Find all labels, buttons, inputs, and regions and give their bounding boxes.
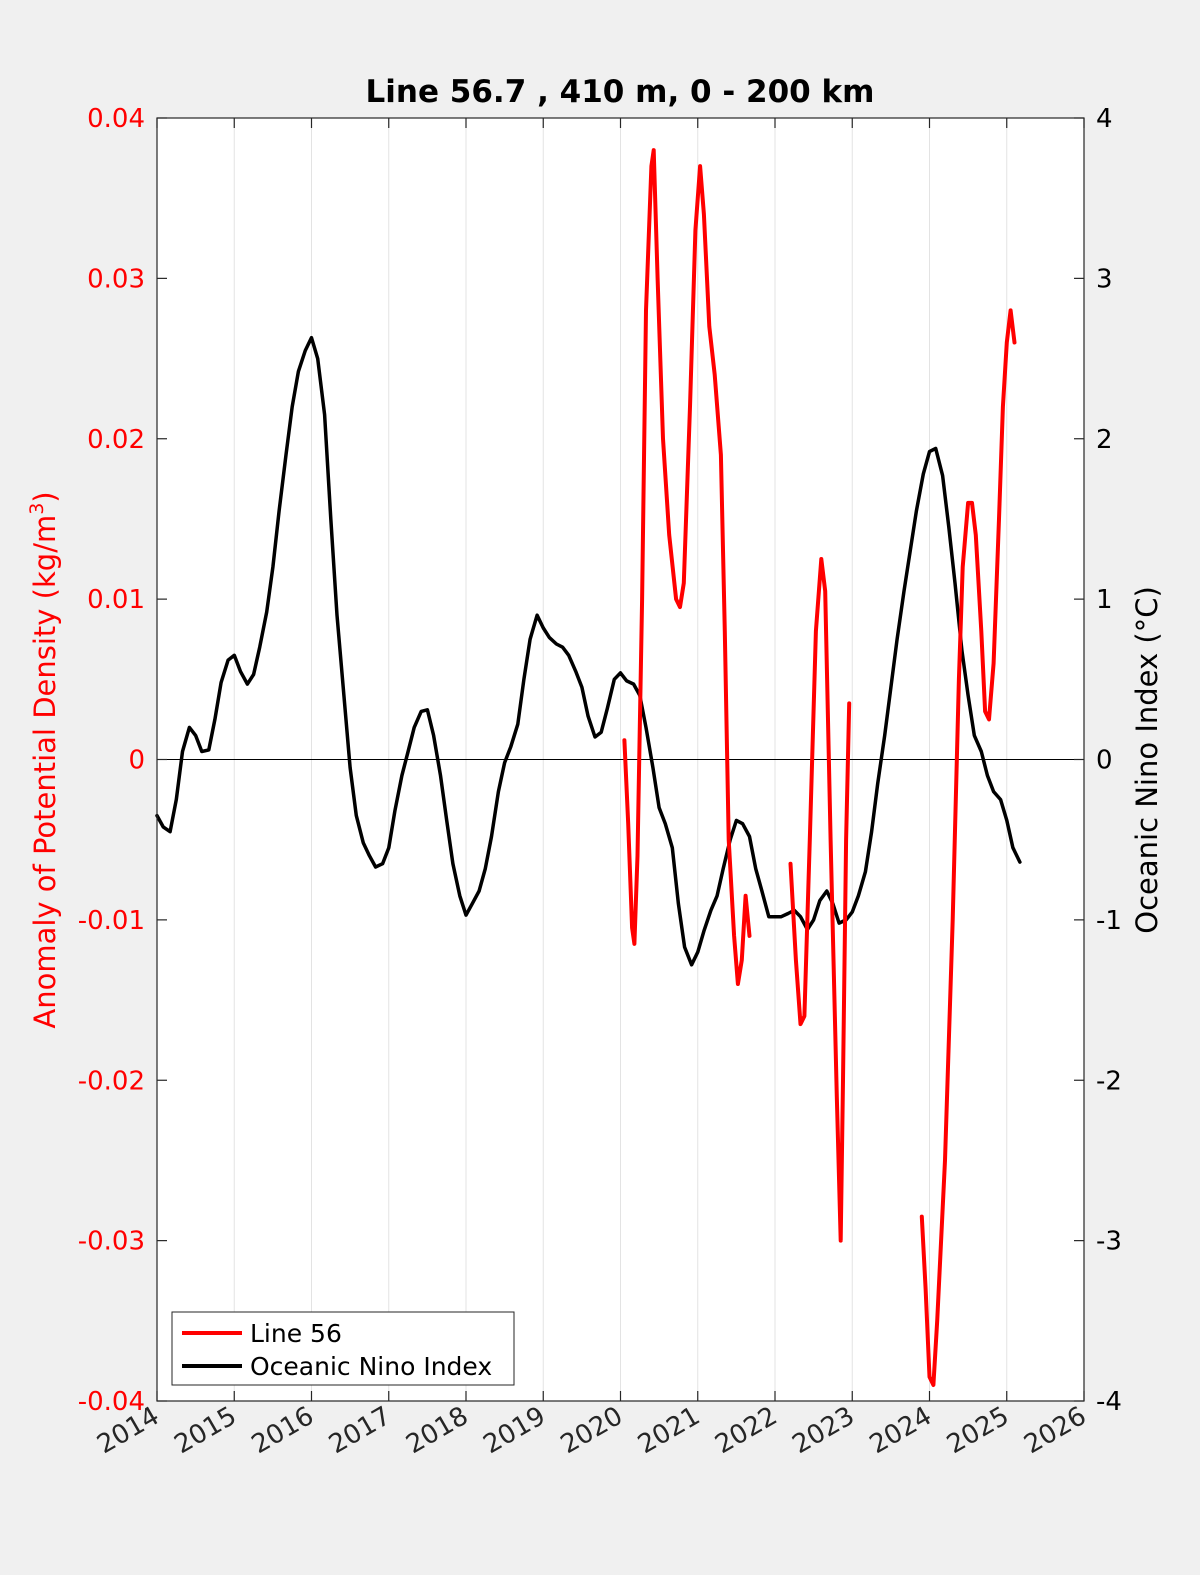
y-left-tick-label: 0 [128, 746, 145, 776]
line56-series-segment-2 [788, 557, 852, 1243]
series-lines [155, 148, 1022, 1387]
oni-series-line [155, 335, 1022, 967]
line56-series-segment-3 [919, 308, 1017, 1387]
line56-series-segment-1 [622, 148, 752, 986]
y-right-tick-label: -2 [1096, 1066, 1122, 1096]
legend-box [171, 1311, 515, 1386]
y-left-tick-label: -0.04 [78, 1387, 145, 1417]
y-right-tick-label: 4 [1096, 104, 1113, 134]
y-left-tick-label: 0.01 [87, 585, 145, 615]
y-left-tick-label: -0.01 [78, 906, 145, 936]
y-right-axis-label: Oceanic Nino Index (°C) [1130, 586, 1164, 934]
chart-title: Line 56.7 , 410 m, 0 - 200 km [366, 74, 875, 110]
y-left-axis-label: Anomaly of Potential Density (kg/m3) [26, 491, 62, 1028]
y-right-tick-label: 2 [1096, 425, 1113, 455]
y-right-tick-label: -1 [1096, 906, 1122, 936]
y-right-tick-label: -4 [1096, 1387, 1122, 1417]
y-left-tick-label: 0.04 [87, 104, 145, 134]
y-right-tick-label: 0 [1096, 746, 1113, 776]
y-right-tick-label: -3 [1096, 1227, 1122, 1257]
y-right-tick-label: 3 [1096, 264, 1113, 294]
legend-oni-label: Oceanic Nino Index [250, 1352, 492, 1381]
y-left-tick-label: -0.02 [78, 1066, 145, 1096]
legend-line56-label: Line 56 [250, 1319, 342, 1348]
y-right-tick-label: 1 [1096, 585, 1113, 615]
y-left-tick-label: -0.03 [78, 1227, 145, 1257]
y-left-tick-label: 0.03 [87, 264, 145, 294]
y-left-tick-labels: 0.04 0.03 0.02 0.01 0 -0.01 -0.02 -0.03 -0.04 [78, 104, 145, 1417]
y-left-tick-label: 0.02 [87, 425, 145, 455]
legend: Line 56 Oceanic Nino Index [171, 1311, 515, 1386]
axis-ticks [156, 117, 1085, 1402]
y-right-tick-labels: 4 3 2 1 0 -1 -2 -3 -4 [1096, 104, 1122, 1417]
